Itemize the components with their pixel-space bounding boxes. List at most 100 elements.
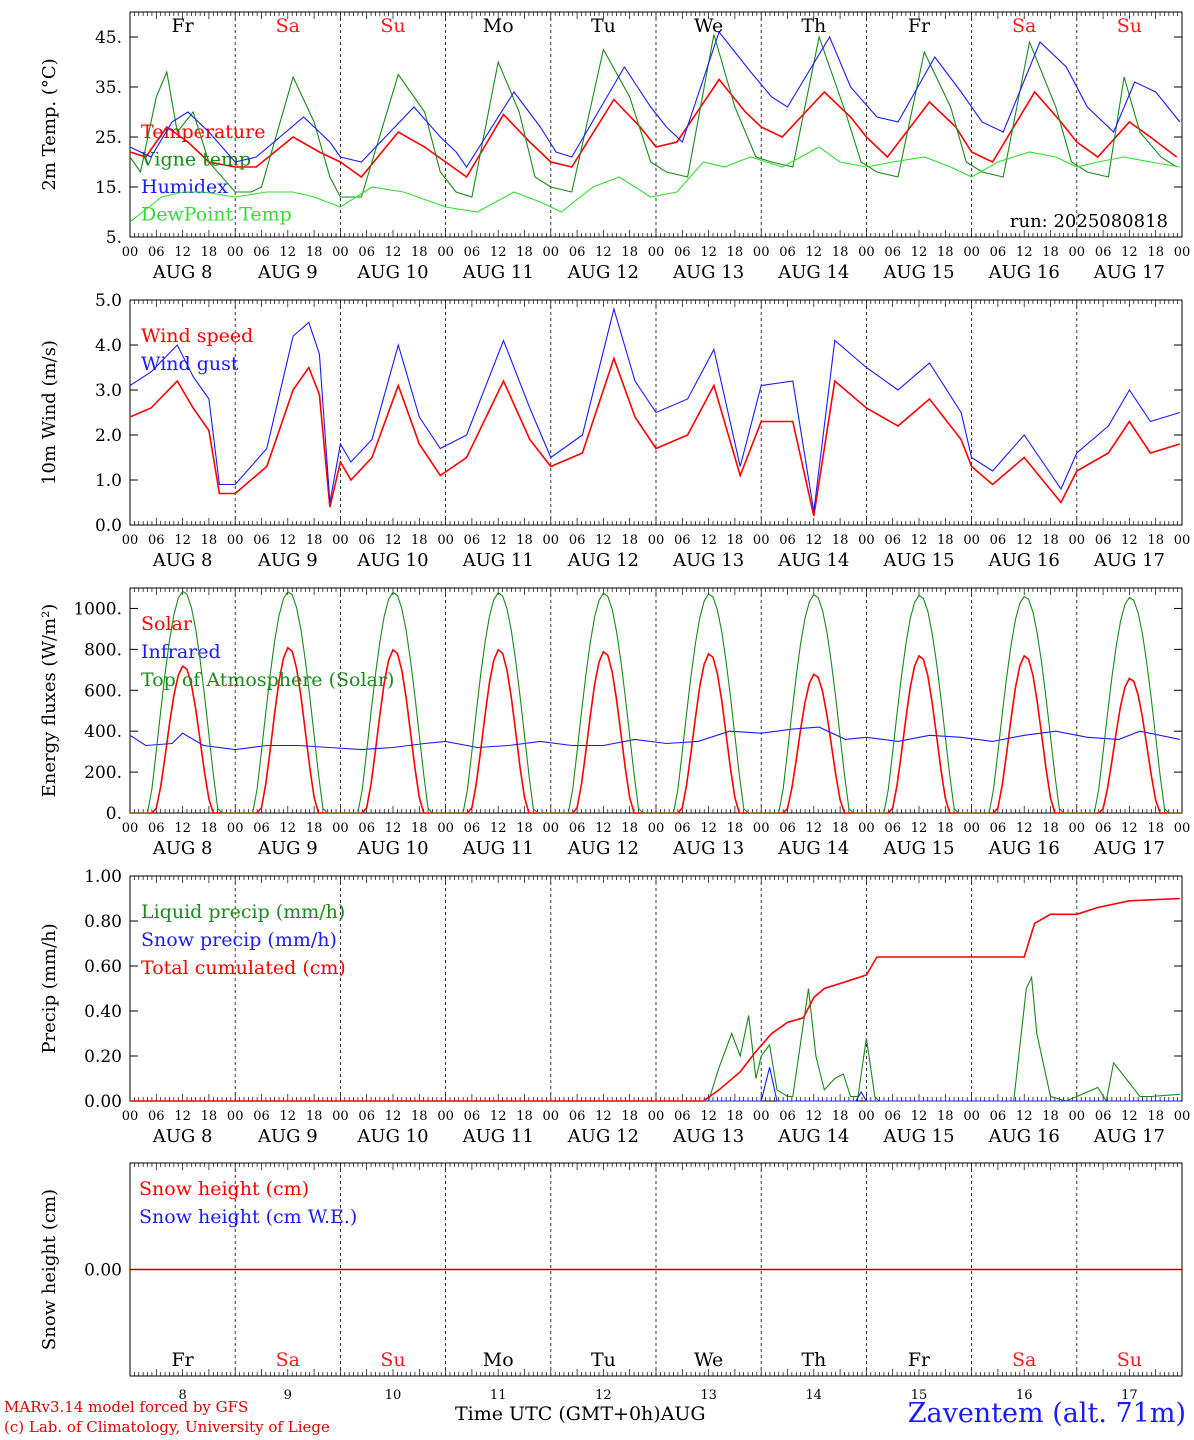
hour-tick-label: 06 xyxy=(148,533,165,548)
weekday-label: We xyxy=(694,1349,723,1371)
y-tick-label: 1.00 xyxy=(84,867,122,887)
hour-tick-label: 18 xyxy=(727,245,744,260)
hour-tick-label: 12 xyxy=(911,533,928,548)
hour-tick-label: 00 xyxy=(963,1109,980,1124)
date-label: AUG 16 xyxy=(988,262,1060,283)
hour-tick-label: 12 xyxy=(1121,533,1138,548)
date-label: AUG 10 xyxy=(356,838,428,859)
y-tick-label: 0.60 xyxy=(84,957,122,977)
hour-tick-label: 06 xyxy=(464,821,481,836)
weekday-label: Sa xyxy=(276,15,300,37)
hour-tick-label: 12 xyxy=(595,533,612,548)
date-label: AUG 17 xyxy=(1093,1126,1165,1147)
y-tick-label: 800. xyxy=(84,640,122,660)
hour-tick-label: 12 xyxy=(385,245,402,260)
hour-tick-label: 18 xyxy=(306,245,323,260)
hour-tick-label: 00 xyxy=(753,821,770,836)
hour-tick-label: 00 xyxy=(963,821,980,836)
series-line-wind-speed xyxy=(129,356,1181,517)
date-label: AUG 12 xyxy=(567,262,639,283)
day-number-label: 14 xyxy=(806,1388,823,1403)
hour-tick-label: 12 xyxy=(806,1109,823,1124)
chart-panel-2: 5.0 4.0 3.0 2.0 1.0 0.0 10m Wind (m/s) Wind spe… xyxy=(39,291,1190,571)
hour-tick-label: 06 xyxy=(148,245,165,260)
hour-tick-label: 00 xyxy=(227,1109,244,1124)
hour-tick-label: 12 xyxy=(1016,1109,1033,1124)
weekday-label: Tu xyxy=(591,15,616,37)
weekday-label: Fr xyxy=(908,15,931,37)
hour-tick-label: 00 xyxy=(122,245,139,260)
hour-tick-label: 12 xyxy=(385,533,402,548)
series-line-total-cumulated-cm- xyxy=(130,897,1180,1102)
hour-tick-label: 06 xyxy=(990,1109,1007,1124)
hour-tick-label: 06 xyxy=(569,245,586,260)
y-tick-label: 2.0 xyxy=(95,426,122,446)
legend-entry: Top of Atmosphere (Solar) xyxy=(141,669,394,691)
hour-tick-label: 12 xyxy=(385,1109,402,1124)
hour-tick-label: 18 xyxy=(1042,245,1059,260)
hour-tick-label: 00 xyxy=(122,821,139,836)
weekday-label: Tu xyxy=(591,1349,616,1371)
hour-tick-label: 18 xyxy=(411,245,428,260)
date-label: AUG 17 xyxy=(1093,550,1165,571)
hour-tick-label: 12 xyxy=(490,821,507,836)
y-axis-label: 2m Temp. (°C) xyxy=(39,58,60,190)
hour-tick-label: 06 xyxy=(990,245,1007,260)
hour-tick-label: 18 xyxy=(727,533,744,548)
date-label: AUG 9 xyxy=(257,262,318,283)
hour-tick-label: 06 xyxy=(253,245,270,260)
date-label: AUG 10 xyxy=(356,1126,428,1147)
y-tick-label: 0.20 xyxy=(84,1047,122,1067)
hour-tick-label: 06 xyxy=(253,1109,270,1124)
hour-tick-label: 18 xyxy=(516,245,533,260)
hour-tick-label: 00 xyxy=(1174,821,1191,836)
hour-tick-label: 00 xyxy=(648,245,665,260)
y-tick-label: 0.80 xyxy=(84,912,122,932)
legend-entry: Total cumulated (cm) xyxy=(141,957,346,979)
hour-tick-label: 06 xyxy=(674,1109,691,1124)
hour-tick-label: 12 xyxy=(595,245,612,260)
y-tick-label: 1000. xyxy=(73,599,122,619)
y-tick-label: 4.0 xyxy=(95,336,122,356)
y-tick-label: 0. xyxy=(106,804,122,824)
series-line-temperature xyxy=(129,78,1178,179)
hour-tick-label: 18 xyxy=(832,821,849,836)
hour-tick-label: 06 xyxy=(253,821,270,836)
date-label: AUG 15 xyxy=(882,1126,954,1147)
weekday-label: Mo xyxy=(483,15,514,37)
day-number-label: 17 xyxy=(1121,1388,1138,1403)
y-tick-label: 600. xyxy=(84,681,122,701)
hour-tick-label: 18 xyxy=(621,821,638,836)
hour-tick-label: 06 xyxy=(990,533,1007,548)
model-credits: MARv3.14 model forced by GFS xyxy=(4,1398,249,1416)
hour-tick-label: 12 xyxy=(490,1109,507,1124)
hour-tick-label: 18 xyxy=(937,245,954,260)
hour-tick-label: 12 xyxy=(280,821,297,836)
hour-tick-label: 12 xyxy=(806,821,823,836)
hour-tick-label: 18 xyxy=(832,1109,849,1124)
series-line-liquid-precip-mm-h- xyxy=(130,975,1180,1103)
weekday-label: Fr xyxy=(171,1349,194,1371)
hour-tick-label: 18 xyxy=(727,1109,744,1124)
hour-tick-label: 00 xyxy=(1069,1109,1086,1124)
legend-entry: Liquid precip (mm/h) xyxy=(141,901,345,923)
hour-tick-label: 18 xyxy=(516,533,533,548)
hour-tick-label: 12 xyxy=(174,821,191,836)
hour-tick-label: 06 xyxy=(884,1109,901,1124)
date-label: AUG 12 xyxy=(567,1126,639,1147)
y-tick-label: 5. xyxy=(106,228,122,248)
hour-tick-label: 06 xyxy=(884,821,901,836)
hour-tick-label: 00 xyxy=(1174,245,1191,260)
hour-tick-label: 18 xyxy=(727,821,744,836)
hour-tick-label: 18 xyxy=(1042,1109,1059,1124)
hour-tick-label: 18 xyxy=(832,245,849,260)
date-label: AUG 16 xyxy=(988,1126,1060,1147)
hour-tick-label: 00 xyxy=(753,245,770,260)
hour-tick-label: 06 xyxy=(464,1109,481,1124)
series-line-humidex xyxy=(129,30,1181,168)
hour-tick-label: 12 xyxy=(1121,1109,1138,1124)
hour-tick-label: 00 xyxy=(753,533,770,548)
hour-tick-label: 18 xyxy=(516,821,533,836)
y-tick-label: 25. xyxy=(95,128,122,148)
weekday-label: Mo xyxy=(483,1349,514,1371)
